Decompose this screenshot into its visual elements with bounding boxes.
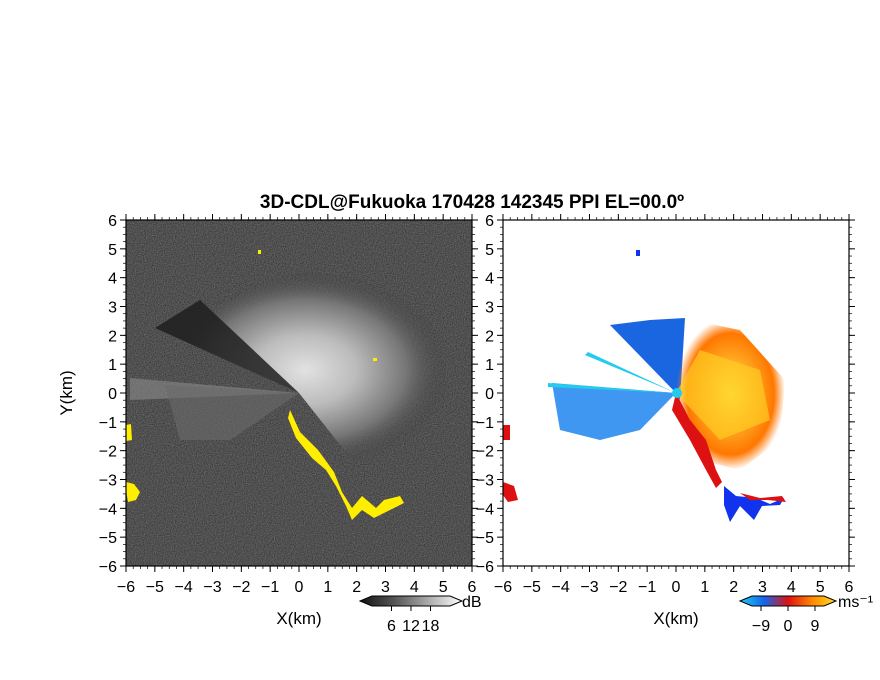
velocity-colorbar: −9 0 9: [738, 595, 838, 635]
x-tick-label: −6: [494, 579, 512, 596]
y-tick-label: 0: [485, 386, 494, 403]
reflectivity-colorbar: 6 12 18: [358, 595, 464, 635]
x-tick-label: −3: [203, 579, 221, 596]
velocity-band-red: [740, 493, 786, 502]
y-tick-label: 4: [108, 271, 117, 288]
x-tick-label: 5: [439, 579, 448, 596]
colorbar-tick-label: 12: [402, 618, 420, 635]
x-tick-label: −1: [261, 579, 279, 596]
colorbar-tick-label: 6: [387, 618, 396, 635]
colorbar-unit-db: dB: [462, 594, 482, 611]
y-tick-label: 5: [108, 242, 117, 259]
colorbar-tick-label: −9: [752, 618, 770, 635]
y-tick-label: −4: [99, 501, 117, 518]
velocity-negative-lobe: [552, 383, 676, 440]
x-tick-label: 4: [410, 579, 419, 596]
y-tick-label: 1: [485, 357, 494, 374]
reflectivity-echo-sw: [165, 385, 299, 440]
y-tick-label: −5: [99, 530, 117, 547]
colorbar-tick-label: 9: [811, 618, 820, 635]
x-tick-label: −2: [609, 579, 627, 596]
velocity-positive-core: [676, 350, 770, 440]
colorbar-unit-ms: ms⁻¹: [838, 594, 873, 611]
y-tick-label: −2: [476, 444, 494, 461]
colorbar-scale: [358, 595, 464, 607]
x-tick-label: 3: [381, 579, 390, 596]
y-tick-label: 6: [485, 213, 494, 230]
x-tick-label: −6: [117, 579, 135, 596]
y-tick-label: −3: [476, 473, 494, 490]
velocity-dot: [636, 250, 640, 256]
x-tick-label: −5: [523, 579, 541, 596]
x-tick-label: −4: [175, 579, 193, 596]
y-tick-label: −2: [99, 444, 117, 461]
y-tick-label: 5: [485, 242, 494, 259]
y-tick-label: −3: [99, 473, 117, 490]
x-tick-label: −4: [552, 579, 570, 596]
y-tick-label: 4: [485, 271, 494, 288]
x-tick-label: 6: [468, 579, 477, 596]
radar-site-marker: [672, 388, 682, 398]
x-axis-label: X(km): [653, 609, 698, 628]
y-tick-label: 6: [108, 213, 117, 230]
x-tick-label: 2: [352, 579, 361, 596]
x-axis-label: X(km): [276, 609, 321, 628]
colorbar-tick-label: 18: [422, 618, 440, 635]
x-tick-label: 0: [295, 579, 304, 596]
velocity-left-edge: [503, 425, 518, 502]
x-tick-label: −2: [232, 579, 250, 596]
velocity-negative-upper: [610, 318, 685, 400]
y-tick-label: −4: [476, 501, 494, 518]
x-tick-label: 6: [845, 579, 854, 596]
x-tick-label: 3: [758, 579, 767, 596]
y-tick-label: −5: [476, 530, 494, 547]
chart-title: 3D-CDL@Fukuoka 170428 142345 PPI EL=00.0…: [260, 192, 684, 213]
y-tick-label: 3: [108, 300, 117, 317]
colorbar-scale: [738, 595, 838, 607]
y-tick-label: 2: [108, 328, 117, 345]
x-tick-label: 2: [729, 579, 738, 596]
y-tick-label: 1: [108, 357, 117, 374]
reflectivity-echo-fan: [160, 270, 450, 470]
x-tick-label: −1: [638, 579, 656, 596]
y-tick-label: 0: [108, 386, 117, 403]
yellow-echo-dot: [258, 250, 261, 254]
velocity-red-edge: [672, 393, 722, 488]
y-tick-label: 3: [485, 300, 494, 317]
velocity-panel: −6 −5 −4 −3 −2 −1 0 1 2 3 4 5 6 −6 −5 −4 −3 −2 −1 0 1 2 3 4 5 6 X…: [476, 213, 855, 628]
yellow-echo-dot: [373, 358, 377, 361]
colorbar-tick-label: 0: [784, 618, 793, 635]
reflectivity-dark-sector: [155, 300, 299, 393]
y-axis-label: Y(km): [57, 370, 76, 415]
x-tick-label: −5: [146, 579, 164, 596]
y-tick-label: −1: [476, 415, 494, 432]
reflectivity-panel: −6 −5 −4 −3 −2 −1 0 1 2 3 4 5 6 −6 −5 −4 −3 −2 −1 0 1 2 3 4 5 6 Y…: [57, 213, 478, 628]
yellow-echo-left: [126, 424, 140, 502]
y-tick-label: −1: [99, 415, 117, 432]
x-tick-label: 1: [700, 579, 709, 596]
y-tick-label: 2: [485, 328, 494, 345]
y-tick-label: −6: [99, 559, 117, 576]
x-tick-label: 5: [816, 579, 825, 596]
x-tick-label: 0: [672, 579, 681, 596]
velocity-band-blue: [724, 486, 784, 522]
x-tick-label: 1: [323, 579, 332, 596]
y-tick-label: −6: [476, 559, 494, 576]
x-tick-label: 4: [787, 579, 796, 596]
x-tick-label: −3: [580, 579, 598, 596]
